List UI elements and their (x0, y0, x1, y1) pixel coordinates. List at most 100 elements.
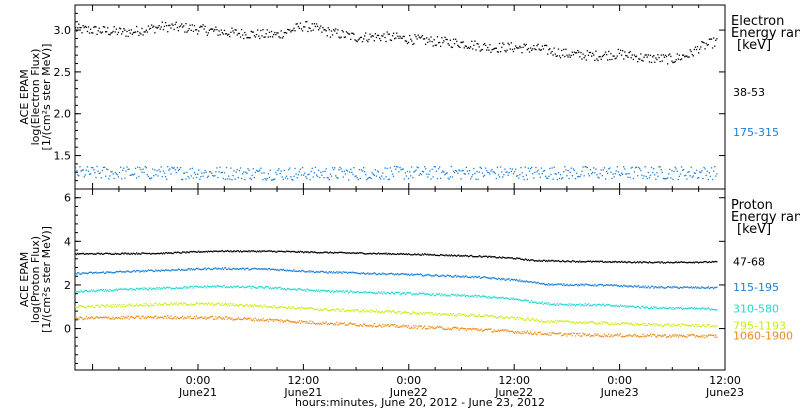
data-point (413, 42, 415, 45)
data-point (158, 317, 160, 319)
data-point (171, 303, 173, 305)
data-point (258, 170, 260, 172)
data-point (240, 319, 243, 321)
data-point (506, 171, 508, 173)
data-point (483, 329, 486, 331)
data-point (120, 306, 122, 308)
data-point (172, 252, 174, 255)
data-point (400, 169, 402, 171)
data-point (194, 318, 197, 320)
data-point (694, 286, 697, 288)
data-point (196, 251, 198, 253)
data-point (268, 176, 271, 178)
data-point (154, 169, 156, 171)
data-point (148, 252, 151, 254)
data-point (635, 166, 638, 168)
data-point (404, 40, 406, 42)
data-point (655, 323, 657, 325)
data-point (672, 61, 674, 64)
data-point (245, 304, 247, 306)
data-point (214, 29, 216, 31)
data-point (466, 315, 469, 317)
data-point (281, 250, 283, 253)
data-point (429, 40, 431, 42)
data-point (227, 249, 229, 252)
data-point (193, 269, 196, 271)
data-point (659, 306, 661, 309)
data-point (531, 166, 533, 168)
data-point (463, 276, 465, 278)
data-point (571, 321, 573, 323)
data-point (696, 286, 699, 288)
data-point (547, 284, 549, 286)
data-point (124, 305, 126, 308)
data-point (463, 294, 465, 296)
data-point (516, 47, 518, 49)
data-point (567, 284, 569, 287)
data-point (116, 253, 118, 255)
data-point (358, 311, 360, 313)
data-point (480, 167, 482, 169)
data-point (673, 262, 675, 264)
data-point (466, 294, 469, 297)
data-point (225, 303, 228, 306)
data-point (247, 251, 249, 253)
data-point (425, 328, 427, 330)
data-point (655, 336, 657, 338)
data-point (395, 312, 397, 314)
data-point (610, 171, 612, 173)
data-point (157, 26, 159, 28)
data-point (533, 281, 535, 283)
data-point (350, 322, 352, 324)
data-point (191, 317, 193, 320)
data-point (370, 311, 372, 313)
data-point (174, 251, 176, 253)
data-point (631, 262, 633, 264)
data-point (492, 48, 494, 50)
data-point (391, 291, 394, 294)
data-point (412, 311, 414, 313)
data-point (488, 255, 490, 258)
y-axis-label-line: log(Proton Flux) (29, 236, 42, 323)
data-point (415, 169, 417, 171)
data-point (140, 318, 142, 320)
data-point (127, 168, 129, 170)
data-point (398, 274, 400, 276)
data-point (671, 323, 673, 325)
data-point (493, 48, 495, 50)
data-point (363, 252, 365, 255)
data-point (652, 262, 654, 264)
data-point (420, 36, 423, 38)
data-point (563, 260, 565, 262)
data-point (576, 321, 578, 323)
data-point (550, 173, 552, 176)
data-point (433, 275, 435, 277)
data-point (660, 54, 662, 56)
data-point (566, 175, 568, 177)
data-point (405, 40, 408, 42)
data-point (216, 318, 218, 320)
data-point (510, 170, 512, 172)
data-point (394, 165, 396, 168)
data-point (569, 261, 571, 263)
data-point (669, 286, 671, 289)
data-point (220, 250, 222, 252)
data-point (249, 37, 251, 39)
data-point (698, 262, 700, 264)
data-point (312, 251, 314, 254)
data-point (86, 290, 89, 293)
data-point (293, 288, 295, 291)
data-point (488, 277, 490, 279)
data-point (413, 312, 415, 314)
data-point (86, 253, 89, 255)
data-point (277, 287, 279, 289)
data-point (395, 291, 397, 293)
electron-ytick-label: 1.5 (54, 150, 72, 163)
data-point (162, 269, 165, 271)
data-point (109, 34, 111, 36)
data-point (236, 34, 238, 36)
data-point (481, 172, 484, 174)
data-point (562, 334, 564, 336)
data-point (527, 281, 530, 283)
data-point (658, 334, 660, 336)
